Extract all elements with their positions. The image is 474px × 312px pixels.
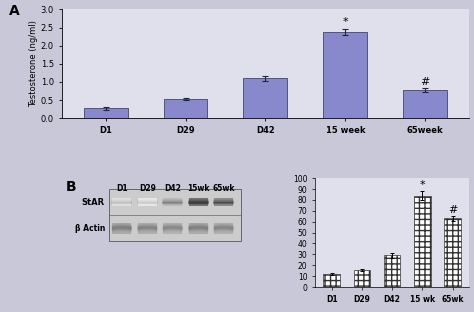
Bar <box>164 100 208 118</box>
Text: #: # <box>448 205 457 215</box>
Bar <box>109 189 241 241</box>
Text: B: B <box>65 180 76 194</box>
Y-axis label: Testosterone (ng/ml): Testosterone (ng/ml) <box>29 20 38 107</box>
Text: 65wk: 65wk <box>212 183 235 193</box>
Text: StAR: StAR <box>82 197 105 207</box>
Text: D29: D29 <box>139 183 156 193</box>
Bar <box>109 189 241 241</box>
Bar <box>323 32 367 118</box>
Bar <box>444 218 461 287</box>
Bar <box>214 198 233 207</box>
Bar <box>83 109 128 118</box>
Bar <box>214 223 233 234</box>
Text: #: # <box>420 77 430 87</box>
Bar <box>189 223 208 234</box>
Bar <box>403 90 447 118</box>
Bar <box>414 196 431 287</box>
Text: D1: D1 <box>116 183 128 193</box>
Bar <box>138 198 157 207</box>
Text: D42: D42 <box>164 183 181 193</box>
Bar <box>164 223 182 234</box>
Text: *: * <box>343 17 348 27</box>
Bar <box>189 198 208 207</box>
Text: A: A <box>9 4 19 18</box>
Text: 15wk: 15wk <box>187 183 210 193</box>
Bar <box>354 270 370 287</box>
Bar <box>164 198 182 207</box>
Bar <box>384 256 401 287</box>
Bar <box>112 223 131 234</box>
Bar <box>138 223 157 234</box>
Bar <box>323 274 340 287</box>
Bar <box>112 198 131 207</box>
Text: β Actin: β Actin <box>74 224 105 233</box>
Bar <box>244 78 287 118</box>
Text: *: * <box>419 180 425 190</box>
